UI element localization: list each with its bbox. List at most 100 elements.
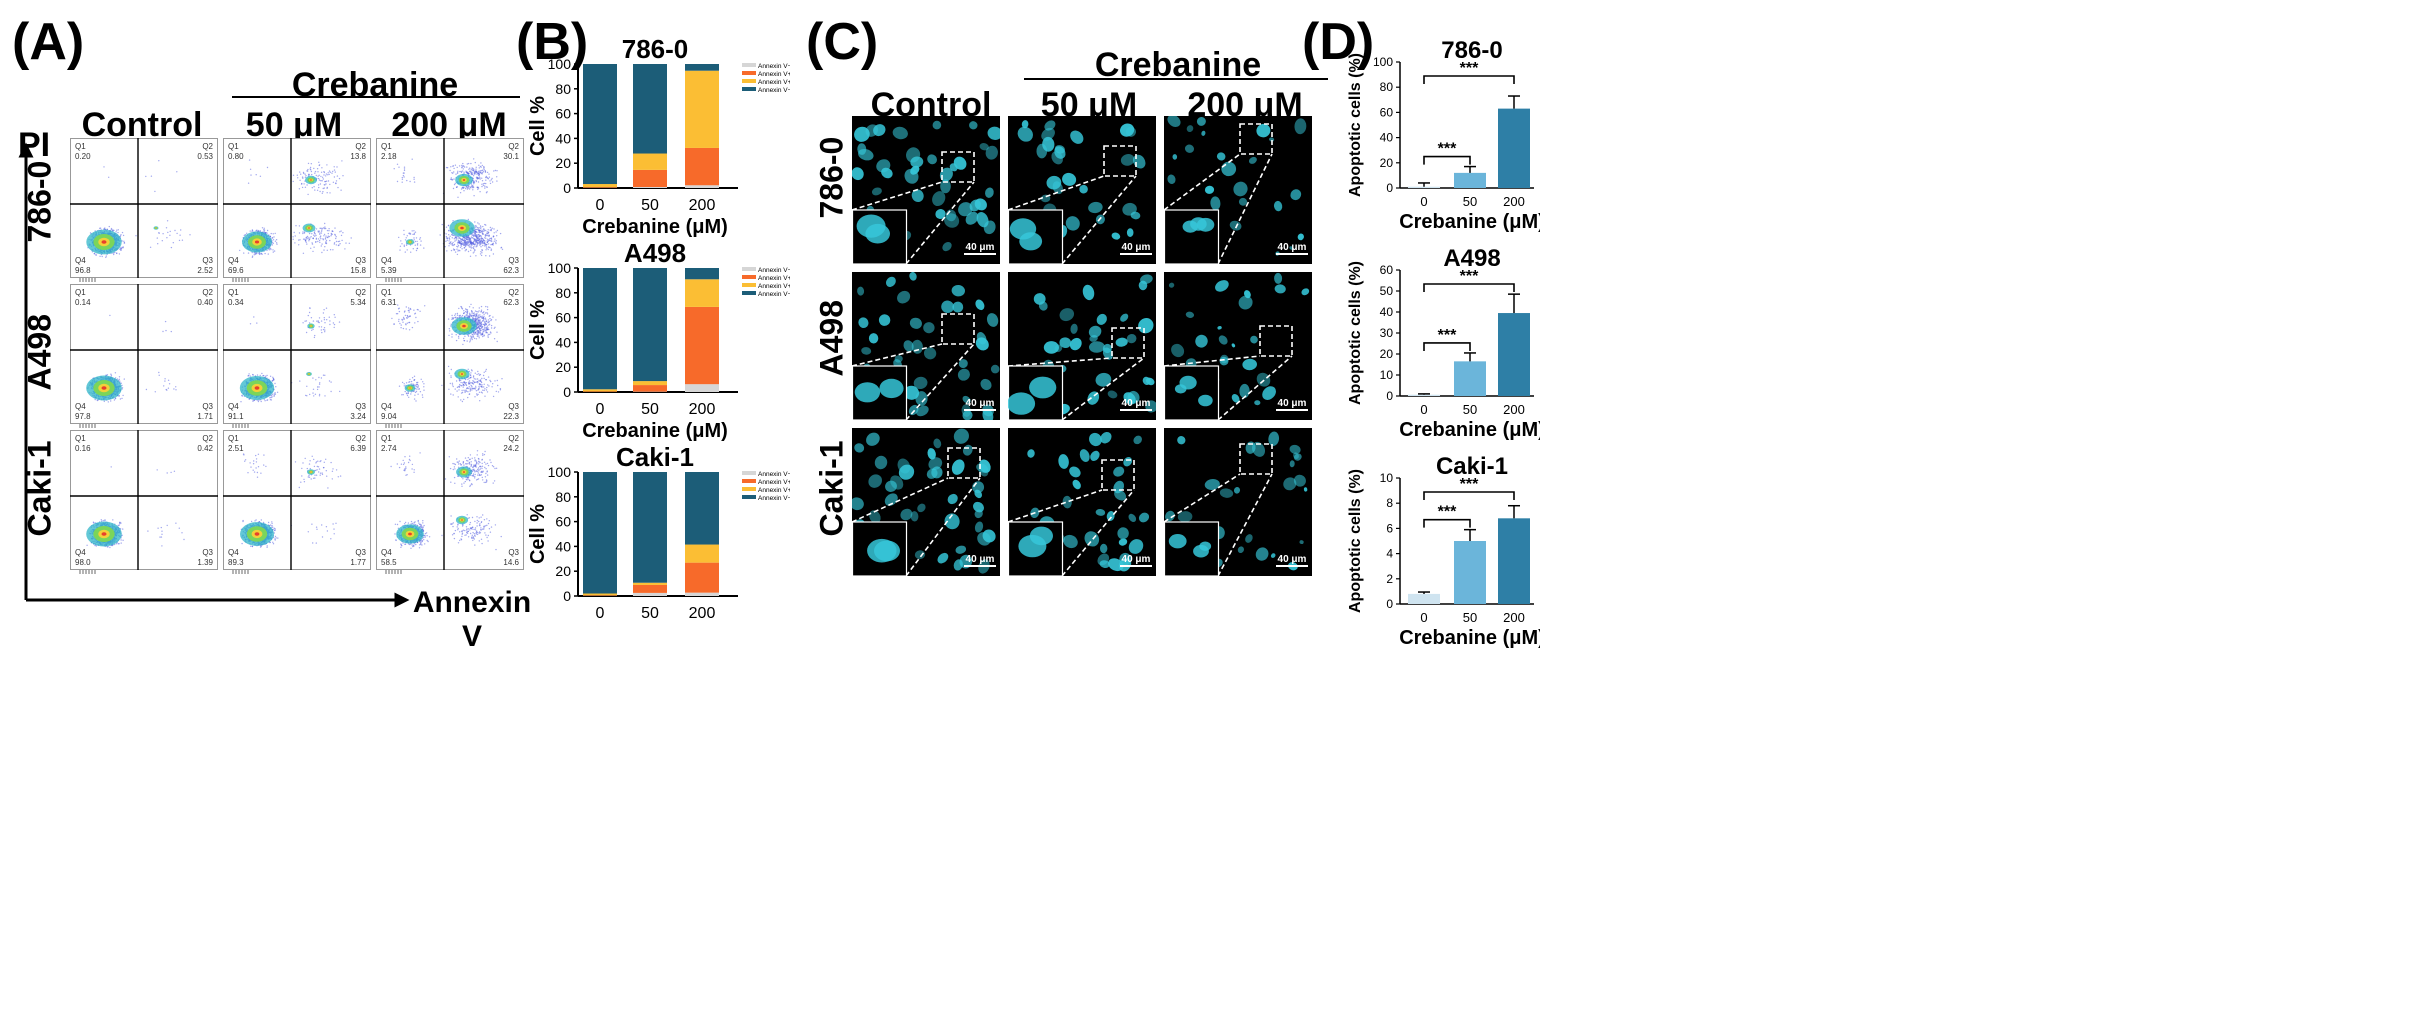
flow-event [496, 180, 498, 182]
flow-event [313, 336, 316, 339]
flow-event [167, 387, 170, 389]
flow-density [460, 226, 464, 230]
flow-event [410, 251, 412, 253]
flow-event [416, 240, 418, 243]
flow-event [450, 393, 452, 395]
flow-event [345, 242, 347, 244]
quadrant-q1-value: 0.14 [75, 298, 91, 307]
flow-event [316, 189, 319, 191]
flow-event [479, 170, 482, 172]
flow-event [451, 179, 454, 181]
flow-event [453, 243, 456, 246]
flow-event [475, 166, 477, 168]
flow-event [256, 374, 259, 376]
flow-event [150, 175, 153, 177]
flow-event [487, 178, 490, 180]
quadrant-q4-value: 91.1 [228, 412, 244, 421]
flow-event [89, 232, 92, 234]
flow-event [145, 175, 147, 178]
quadrant-q4-label: Q4 [228, 402, 239, 411]
flow-event [453, 171, 455, 173]
quadrant-q4-label: Q4 [228, 256, 239, 265]
flow-event [486, 186, 488, 188]
flow-event [416, 243, 419, 245]
flow-event [325, 239, 328, 242]
flow-event [478, 171, 480, 174]
flow-event [456, 241, 459, 243]
flow-event [316, 168, 319, 170]
flow-event [319, 232, 321, 234]
flow-event [319, 382, 321, 384]
flow-event [316, 386, 319, 388]
flow-event [483, 386, 485, 388]
flow-event [471, 186, 474, 188]
flow-event [484, 185, 486, 187]
flow-event [308, 311, 311, 314]
flow-event [305, 175, 307, 177]
flow-event [495, 240, 497, 242]
flow-event [310, 317, 313, 319]
flow-event [464, 250, 466, 252]
flow-event [332, 181, 335, 183]
flow-event [481, 252, 483, 254]
flow-event [317, 320, 319, 322]
flow-event [165, 329, 167, 332]
flow-event [110, 374, 113, 376]
flow-event [302, 238, 305, 240]
flow-event [455, 334, 457, 336]
flow-event [264, 252, 266, 255]
flow-event [486, 241, 489, 243]
flow-event [462, 383, 465, 386]
flow-event [457, 196, 459, 198]
flow-event [482, 240, 484, 243]
flow-event [302, 231, 304, 233]
flow-event [306, 395, 308, 397]
flow-event [398, 236, 400, 239]
flow-event [492, 243, 494, 245]
flow-event [403, 245, 405, 248]
flow-event [166, 237, 168, 239]
flow-event [329, 183, 331, 186]
flow-event [348, 242, 350, 244]
flow-density [308, 373, 310, 375]
flow-event [456, 235, 458, 238]
flow-event [483, 229, 486, 231]
quadrant-q1-value: 2.18 [381, 152, 397, 161]
quadrant-q4-label: Q4 [75, 402, 86, 411]
flow-event [324, 238, 326, 240]
flow-event [481, 386, 483, 389]
flow-event [464, 236, 466, 238]
flow-event [478, 230, 481, 232]
flow-event [473, 381, 476, 384]
flow-event [449, 241, 451, 244]
flow-event [473, 183, 475, 185]
flow-event [297, 177, 299, 179]
flow-event [496, 235, 498, 237]
flow-event [451, 243, 453, 245]
flow-event [451, 384, 454, 386]
flow-event [299, 239, 301, 241]
flow-event [452, 172, 454, 174]
flow-event [473, 387, 475, 389]
quadrant-q2-label: Q2 [508, 142, 519, 151]
flow-event [247, 252, 250, 254]
flow-event [310, 236, 312, 238]
flow-event [470, 377, 472, 379]
flow-event [480, 391, 483, 393]
flow-event [318, 174, 320, 176]
flow-event [317, 230, 319, 232]
flow-event [490, 237, 492, 240]
flow-event [158, 371, 160, 374]
flow-event [403, 244, 405, 246]
flow-event [491, 240, 493, 243]
flow-event [172, 242, 174, 244]
flow-event [466, 238, 468, 240]
flow-event [460, 385, 463, 387]
flow-event [327, 180, 330, 182]
flow-event [259, 230, 261, 232]
flow-event [478, 223, 480, 225]
flow-event [413, 237, 415, 239]
flow-event [470, 168, 472, 170]
flow-event [114, 398, 117, 400]
